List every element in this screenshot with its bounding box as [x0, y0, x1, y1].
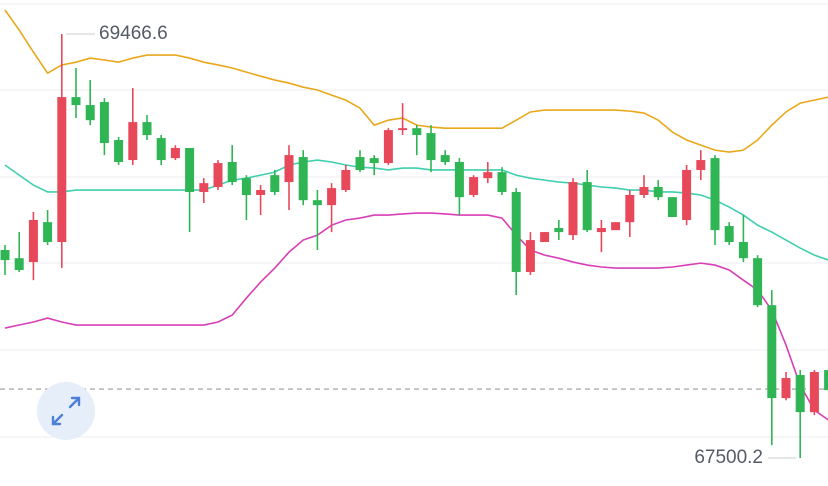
band-line	[4, 159, 828, 261]
candle-body	[14, 258, 24, 271]
plot: 69466.6 67500.2	[0, 9, 828, 468]
grid	[0, 3, 828, 438]
candle-body	[809, 372, 819, 413]
candle-body	[795, 375, 805, 413]
candle-body	[454, 162, 464, 198]
candle-body	[568, 182, 578, 236]
candle-body	[28, 220, 38, 263]
candle-body	[582, 182, 592, 231]
candle-body	[241, 178, 251, 195]
max-label: 69466.6	[99, 23, 168, 44]
candle-body	[611, 222, 621, 231]
expand-icon	[51, 396, 81, 426]
candle-body	[625, 194, 635, 223]
candle-body	[696, 160, 706, 170]
candle-body	[114, 140, 124, 162]
candle-body	[85, 105, 95, 121]
candle-body	[99, 102, 109, 144]
candle-body	[227, 162, 237, 183]
candle-body	[412, 128, 422, 136]
band-line	[4, 212, 828, 421]
candle-body	[185, 147, 195, 192]
candle-body	[639, 187, 649, 195]
candle-body	[156, 138, 166, 161]
candle-body	[682, 169, 692, 221]
candle-body	[497, 172, 507, 192]
expand-button[interactable]	[37, 382, 95, 440]
candle-body	[710, 158, 720, 231]
candle-body	[554, 227, 564, 233]
candle-body	[142, 122, 152, 136]
candle-body	[440, 155, 450, 162]
candle-body	[540, 232, 550, 242]
candle-body	[767, 305, 777, 399]
candle-body	[298, 157, 308, 201]
candle-body	[256, 190, 266, 195]
expand-button-bg[interactable]	[37, 382, 95, 440]
candle-body	[43, 222, 53, 242]
candle-body	[511, 191, 521, 272]
candle-body	[724, 226, 734, 242]
candle-body	[398, 128, 408, 131]
candle-body	[199, 183, 209, 192]
candle-body	[327, 188, 337, 206]
candle-body	[355, 157, 365, 170]
candle-body	[369, 158, 379, 164]
candle-body	[596, 227, 606, 233]
candle-body	[57, 97, 67, 242]
candle-body	[525, 240, 535, 272]
min-label: 67500.2	[694, 447, 763, 468]
candle-body	[71, 97, 81, 106]
candle-body	[738, 241, 748, 259]
candle-body	[0, 249, 10, 261]
candle-body	[653, 187, 663, 198]
candle-body	[341, 169, 351, 191]
candle-body	[824, 370, 828, 391]
candle-body	[312, 200, 322, 206]
candle-body	[270, 175, 280, 192]
candle-body	[170, 147, 180, 159]
candle-body	[426, 133, 436, 161]
candle-body	[128, 122, 138, 161]
candle-body	[483, 172, 493, 179]
candle-body	[781, 378, 791, 399]
candle-body	[667, 197, 677, 217]
candle-body	[284, 155, 294, 183]
candle-body	[753, 258, 763, 306]
candle-body	[213, 163, 223, 188]
candle-body	[469, 177, 479, 195]
candle-body	[383, 130, 393, 164]
